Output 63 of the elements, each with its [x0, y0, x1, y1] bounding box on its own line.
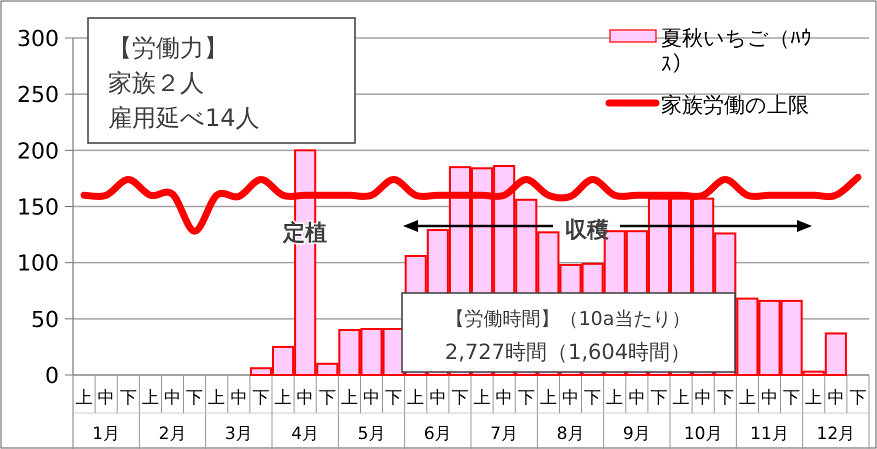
text: 10月 — [684, 424, 722, 444]
x-tick-label: 上 — [540, 388, 557, 408]
x-tick-label: 中 — [98, 388, 115, 408]
x-tick-label: 下 — [385, 388, 402, 408]
x-tick-label: 上 — [407, 388, 424, 408]
x-tick-label: 下 — [716, 388, 734, 408]
x-tick-label: 中 — [628, 388, 646, 408]
x-tick-label: 上 — [142, 388, 159, 408]
x-tick-label: 中 — [230, 388, 248, 408]
x-tick-label: 下 — [783, 388, 800, 408]
annotation: 雇用延べ14人 — [108, 104, 260, 132]
x-tick-label: 下 — [451, 388, 468, 408]
annotation: 収穫 — [565, 218, 609, 243]
x-tick-label: 下 — [650, 388, 668, 408]
annotation: 【労働力】 — [108, 34, 228, 62]
x-tick-label: 上 — [474, 388, 491, 408]
x-tick-label: 中 — [363, 388, 380, 408]
y-tick-label: 250 — [17, 83, 59, 108]
text: 7月 — [490, 424, 518, 444]
y-tick-label: 100 — [17, 252, 59, 277]
text: 5月 — [358, 424, 386, 444]
x-tick-label: 中 — [694, 388, 712, 408]
x-tick-label: 中 — [496, 388, 513, 408]
annotation: 家族２人 — [108, 69, 204, 97]
x-tick-label: 下 — [252, 388, 270, 408]
text: 8月 — [556, 424, 584, 444]
text: 6月 — [424, 424, 452, 444]
x-tick-label: 中 — [296, 388, 314, 408]
annotation: 【労働時間】（10a当たり） — [446, 308, 690, 330]
x-tick-label: 下 — [849, 388, 866, 408]
x-tick-label: 上 — [208, 388, 226, 408]
x-tick-label: 中 — [562, 388, 579, 408]
x-tick-label: 下 — [120, 388, 137, 408]
legend-label: 夏秋いちご（ﾊｳｽ） — [661, 26, 812, 76]
x-tick-label: 上 — [805, 388, 822, 408]
y-tick-label: 300 — [17, 27, 59, 52]
x-tick-label: 下 — [318, 388, 336, 408]
text: 3月 — [224, 424, 253, 444]
y-tick-label: 200 — [17, 139, 59, 164]
x-tick-label: 中 — [761, 388, 778, 408]
x-tick-label: 上 — [672, 388, 690, 408]
x-tick-label: 上 — [606, 388, 624, 408]
y-tick-label: 0 — [45, 364, 59, 389]
x-tick-label: 中 — [827, 388, 844, 408]
x-tick-label: 上 — [274, 388, 292, 408]
text: 2月 — [158, 424, 186, 444]
x-tick-label: 中 — [164, 388, 181, 408]
text: 9月 — [622, 424, 651, 444]
x-tick-label: 上 — [340, 388, 358, 408]
text: 12月 — [816, 424, 856, 444]
y-tick-label: 50 — [31, 308, 59, 333]
x-tick-label: 上 — [76, 388, 93, 408]
text: 1月 — [92, 424, 120, 444]
x-tick-label: 下 — [518, 388, 535, 408]
text: 4月 — [291, 424, 320, 444]
x-tick-label: 中 — [429, 388, 446, 408]
x-tick-label: 上 — [738, 388, 756, 408]
text: 11月 — [750, 424, 789, 444]
x-tick-label: 下 — [584, 388, 602, 408]
y-tick-label: 150 — [17, 196, 59, 220]
legend-label: 家族労働の上限 — [661, 93, 809, 117]
annotation: 2,727時間（1,604時間） — [444, 340, 692, 364]
x-tick-label: 下 — [186, 388, 204, 408]
